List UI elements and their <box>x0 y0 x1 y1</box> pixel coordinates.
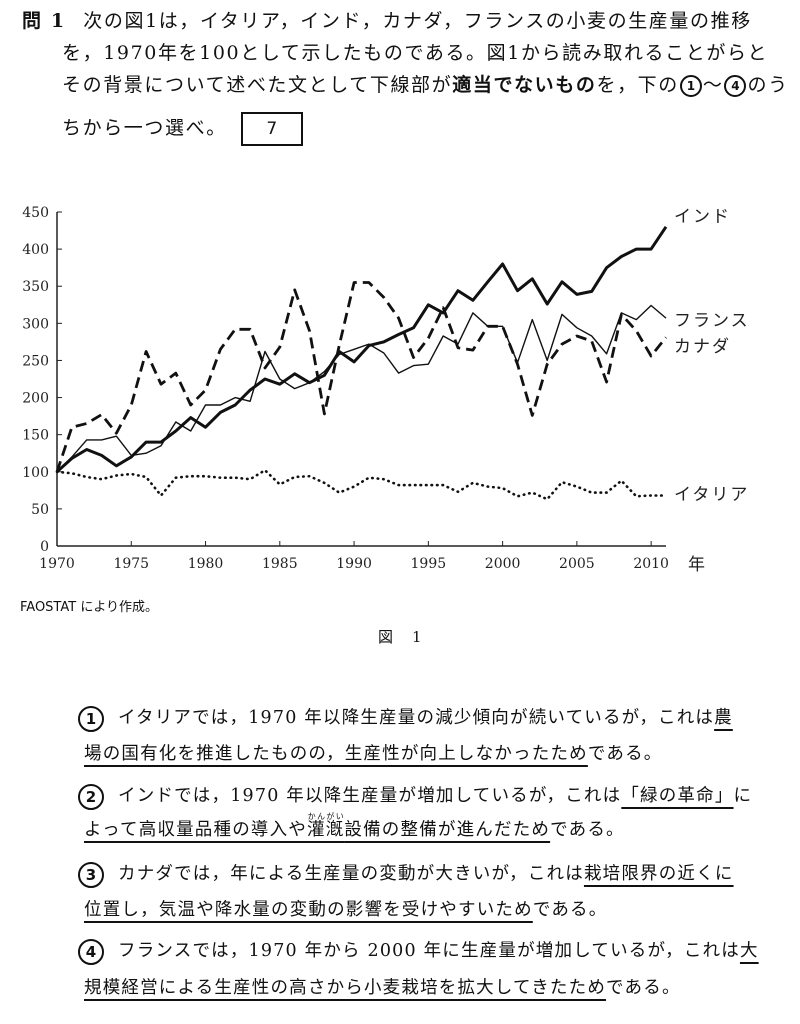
option-4-line-2: 規模経営による生産性の高さから小麦栽培を拡大してきたためである。 <box>84 974 681 999</box>
y-tick-label: 150 <box>22 428 49 444</box>
chart-source: FAOSTAT により作成。 <box>20 600 159 615</box>
circled-number-3: 3 <box>78 861 104 888</box>
y-tick-label: 300 <box>22 316 49 332</box>
series-label: フランス <box>674 311 750 331</box>
option-text: である。 <box>587 744 663 764</box>
x-tick-label: 2010 <box>633 556 669 572</box>
option-text: カナダでは，年による生産量の変動が大きいが，これは <box>118 864 584 884</box>
question-text: ～ <box>702 74 724 96</box>
question-text: その背景について述べた文として下線部が <box>62 74 453 96</box>
circled-number-1: 1 <box>78 705 104 732</box>
option-text: である。 <box>606 978 681 998</box>
series-lines <box>55 225 668 501</box>
question-number: 問 1 <box>22 10 66 32</box>
x-tick-label: 2000 <box>485 556 521 572</box>
x-tick-label: 1985 <box>262 556 298 572</box>
question-line-4: ちから一つ選べ。 7 <box>62 112 303 146</box>
option-text: インドでは，1970 年以降生産量が増加しているが，これは <box>118 786 622 806</box>
line-chart: 0 50 100 150 200 250 300 350 400 450 1970 1975 1980 1… <box>22 205 750 575</box>
question-line-3: その背景について述べた文として下線部が適当でないものを，下の 1 ～ 4 のう <box>62 70 789 97</box>
underlined-text: 場の国有化を推進したものの，生産性が向上しなかったため <box>84 744 588 764</box>
y-tick-label: 350 <box>22 279 49 295</box>
series-label: イタリア <box>674 485 749 505</box>
series-line-dashed <box>55 281 668 473</box>
x-tick-label: 1990 <box>336 556 372 572</box>
y-tick-label: 400 <box>22 242 49 258</box>
question-text: を，下の <box>596 74 679 96</box>
option-2-line-2: よって高収量品種の導入や灌漑かんがい設備の整備が進んだためである。 <box>84 812 625 841</box>
ruby-base: 灌漑 <box>307 820 345 840</box>
circled-number-4: 4 <box>78 938 104 965</box>
y-tick-label: 200 <box>22 391 49 407</box>
x-tick-label: 1980 <box>188 556 224 572</box>
y-tick-label: 100 <box>22 465 49 481</box>
figure-caption: 図 1 <box>378 628 424 646</box>
circled-number-1: 1 <box>679 75 702 97</box>
underlined-text: 「緑の革命」 <box>621 786 734 806</box>
series-line-thin-solid <box>56 304 667 473</box>
option-1-line-1: 1 イタリアでは，1970 年以降生産量の減少傾向が続いているが，これは農 <box>78 704 733 732</box>
y-tick-label: 0 <box>40 539 49 555</box>
underlined-text: 農 <box>714 708 733 728</box>
underlined-text: 大 <box>739 941 759 961</box>
question-emphasis: 適当でないもの <box>452 74 597 96</box>
option-4-line-1: 4 フランスでは，1970 年から 2000 年に生産量が増加しているが，これは大 <box>78 937 759 965</box>
x-axis-label: 年 <box>688 555 705 575</box>
y-tick-label: 250 <box>22 353 49 369</box>
question-line-1: 問 1 次の図1は，イタリア，インド，カナダ，フランスの小麦の生産量の推移 <box>22 6 752 33</box>
series-line-thick-solid <box>55 225 668 473</box>
option-text: である。 <box>550 820 625 840</box>
ruby-text: 灌漑かんがい <box>307 812 345 840</box>
circled-number-4: 4 <box>724 75 747 97</box>
question-line-2: を，1970年を100として示したものである。図1から読み取れることがらと <box>62 42 769 64</box>
underlined-text: 栽培限界の近くに <box>583 864 734 884</box>
underlined-text: 設備の整備が進んだため <box>344 820 551 840</box>
underlined-text: 規模経営による生産性の高さから小麦栽培を拡大してきたため <box>84 978 607 998</box>
answer-box[interactable]: 7 <box>240 112 303 146</box>
underlined-text: よって高収量品種の導入や <box>84 820 307 840</box>
axes: 0 50 100 150 200 250 300 350 400 450 1970 1975 1980 1… <box>22 205 705 575</box>
y-tick-label: 50 <box>31 502 49 518</box>
option-1-line-2: 場の国有化を推進したものの，生産性が向上しなかったためである。 <box>84 740 662 765</box>
series-label: インド <box>674 207 731 227</box>
option-text: である。 <box>532 900 608 920</box>
option-2-line-1: 2 インドでは，1970 年以降生産量が増加しているが，これは「緑の革命」に <box>78 782 752 810</box>
x-tick-label: 1975 <box>113 556 149 572</box>
series-label: カナダ <box>674 337 731 357</box>
x-tick-label: 1995 <box>411 556 447 572</box>
underlined-text: 位置し，気温や降水量の変動の影響を受けやすいため <box>84 900 533 920</box>
option-text: イタリアでは，1970 年以降生産量の減少傾向が続いているが，これは <box>118 708 715 728</box>
y-tick-label: 450 <box>22 205 49 221</box>
x-tick-label: 1970 <box>39 556 75 572</box>
question-text: 次の図1は，イタリア，インド，カナダ，フランスの小麦の生産量の推移 <box>83 10 752 32</box>
question-text: ちから一つ選べ。 <box>62 117 227 139</box>
circled-number-2: 2 <box>78 783 104 810</box>
option-text: フランスでは，1970 年から 2000 年に生産量が増加しているが，これは <box>118 941 740 961</box>
ruby-reading: かんがい <box>307 812 345 821</box>
question-text: のう <box>747 74 789 96</box>
x-tick-label: 2005 <box>559 556 595 572</box>
series-line-dotted <box>55 468 668 501</box>
option-3-line-2: 位置し，気温や降水量の変動の影響を受けやすいためである。 <box>84 896 607 921</box>
option-text: に <box>733 786 753 806</box>
option-3-line-1: 3 カナダでは，年による生産量の変動が大きいが，これは栽培限界の近くに <box>78 860 734 888</box>
